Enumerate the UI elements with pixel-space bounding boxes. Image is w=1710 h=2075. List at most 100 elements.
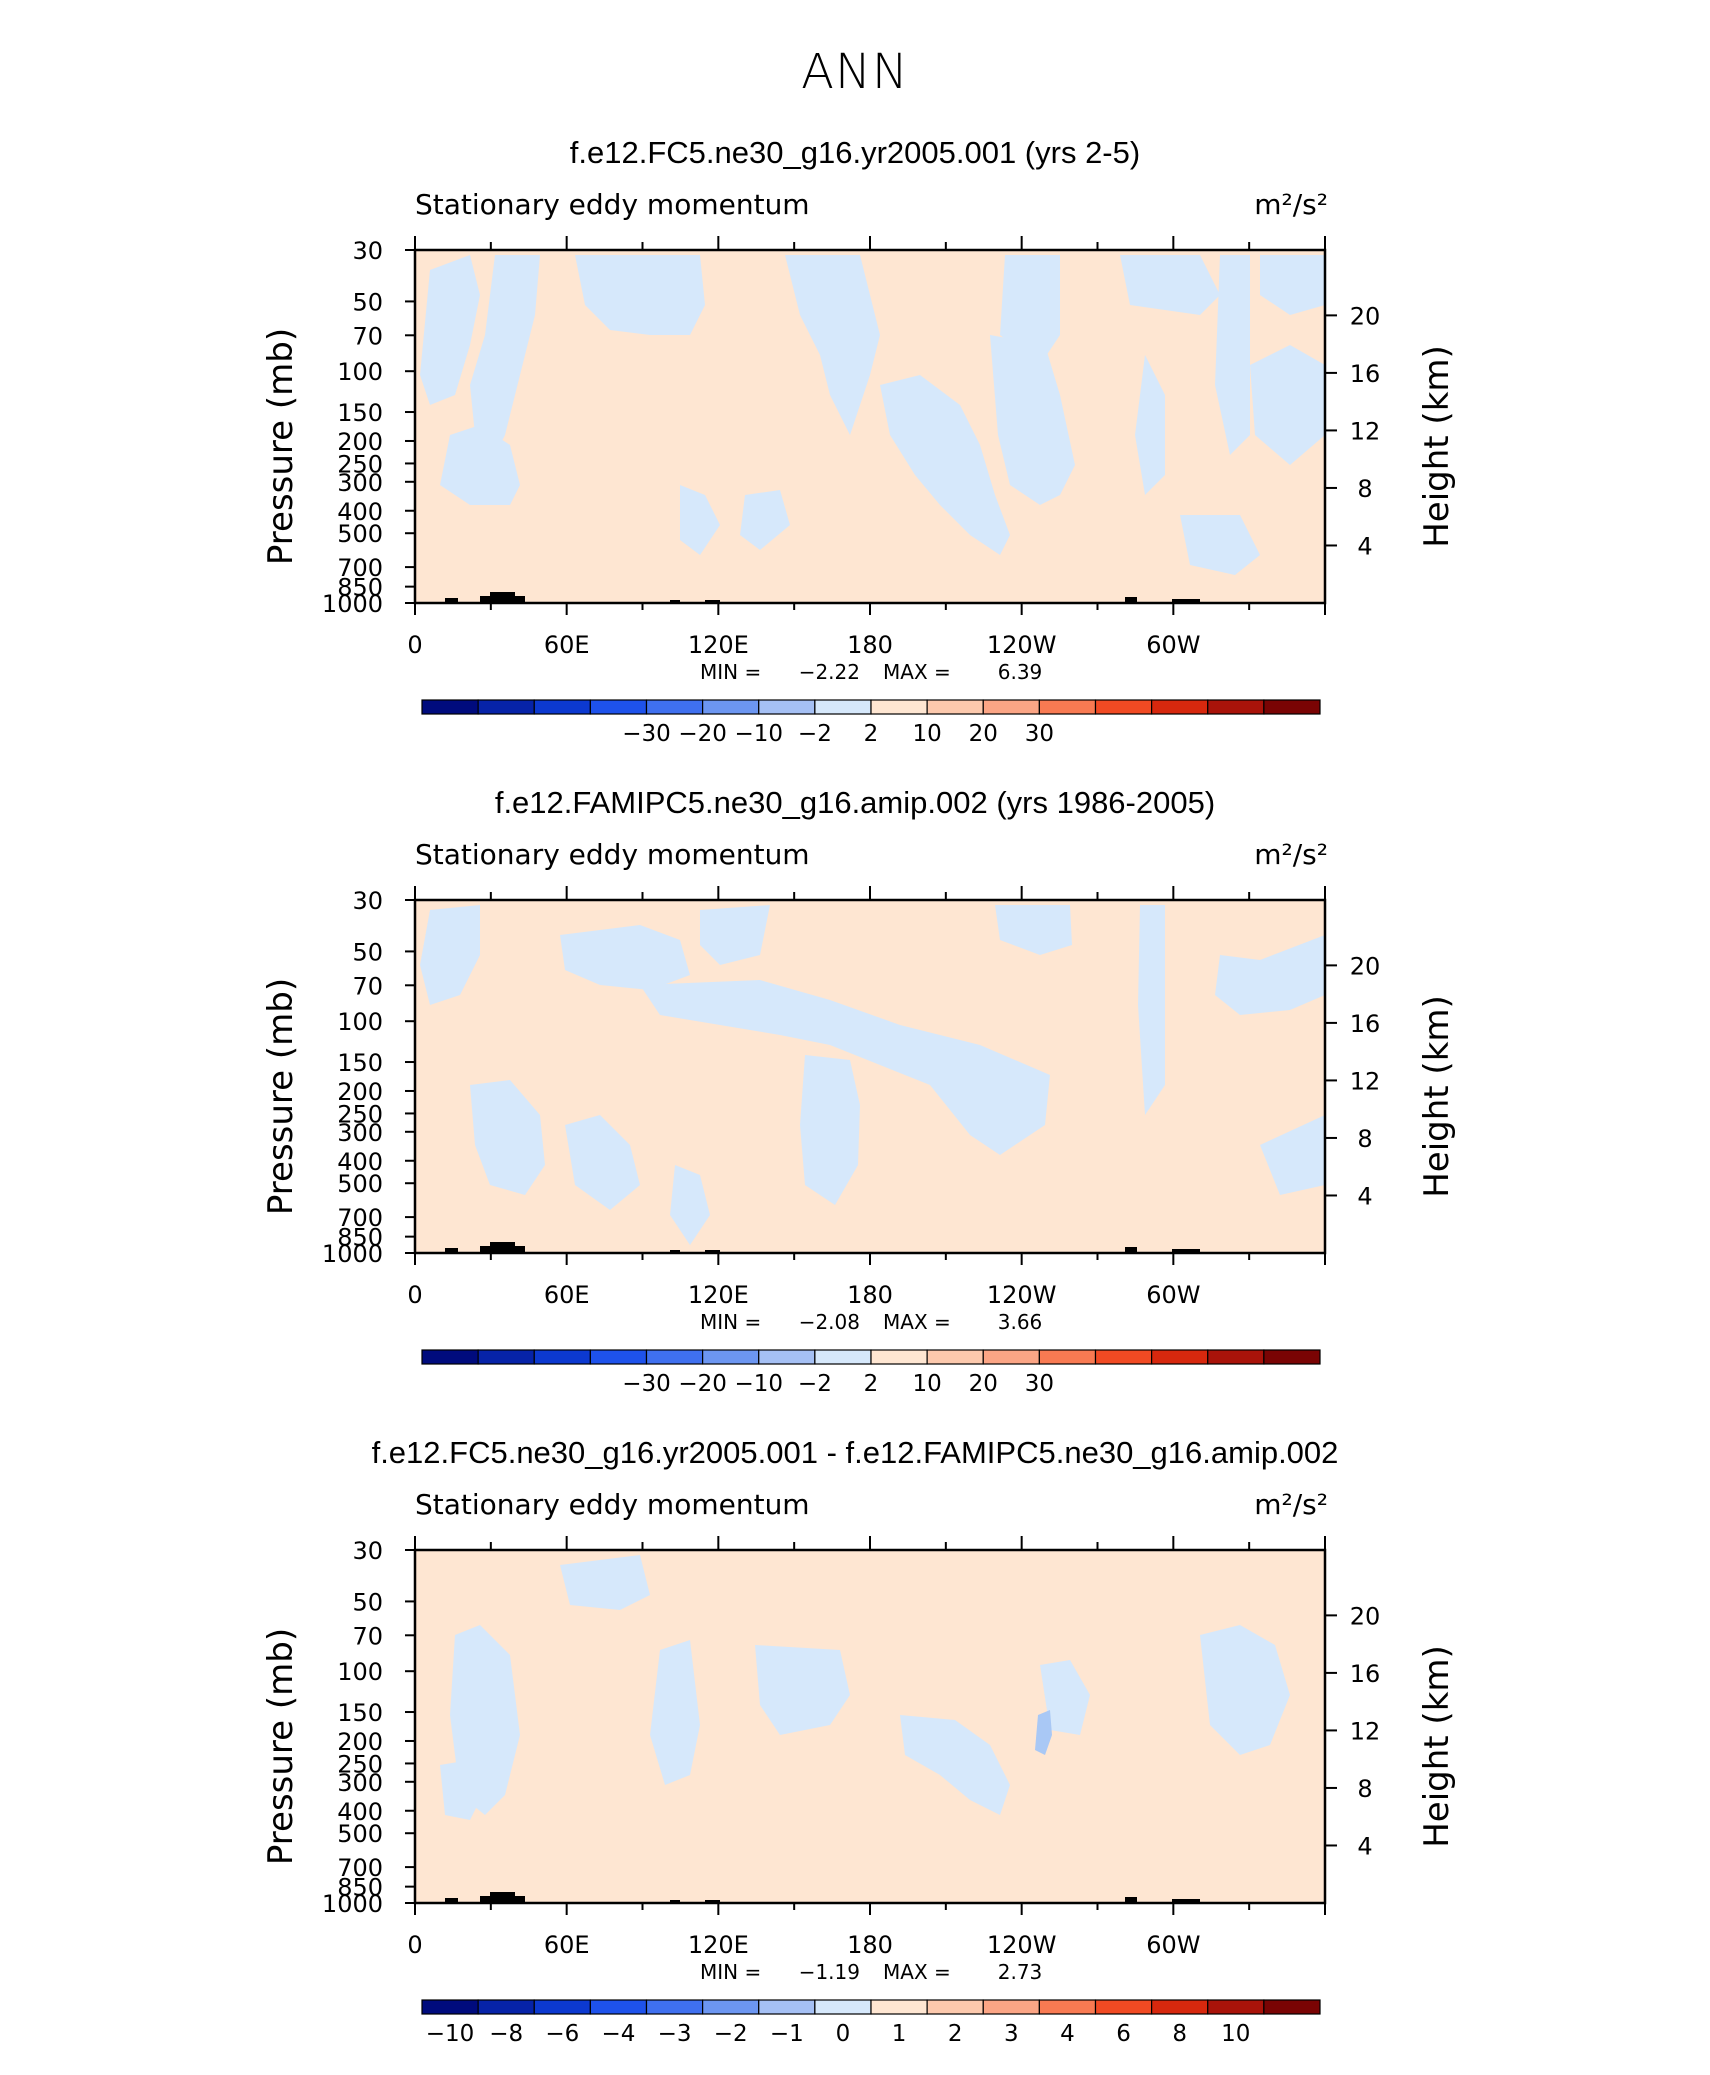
pressure-tick-label: 250 (337, 1100, 383, 1128)
topography (490, 1242, 515, 1253)
contour-region-negative (1250, 345, 1325, 465)
lon-tick-label: 0 (407, 1281, 422, 1309)
colorbar-label: −10 (426, 2021, 475, 2047)
lon-tick-label: 0 (407, 631, 422, 659)
contour-region-negative (470, 255, 540, 465)
contour-region-negative (440, 425, 520, 505)
height-tick-label: 8 (1357, 475, 1372, 503)
chart-svg: Stationary eddy momentum m²/s²30507010015… (261, 188, 1457, 747)
pressure-tick-label: 1000 (322, 590, 383, 618)
colorbar-label: −30 (622, 1371, 671, 1397)
topography (670, 1250, 680, 1253)
min-value: −2.22 (799, 660, 860, 684)
units-label: m²/s² (1254, 1488, 1328, 1521)
colorbar-label: −20 (678, 1371, 727, 1397)
variable-label: Stationary eddy momentum (415, 1488, 810, 1521)
height-tick-label: 8 (1357, 1125, 1372, 1153)
lon-tick-label: 120W (987, 1281, 1057, 1309)
lon-tick-label: 0 (407, 1931, 422, 1959)
colorbar-box (1038, 1999, 1097, 2015)
contour-region-negative (1260, 255, 1325, 315)
contour-region-negative (1215, 255, 1250, 455)
topography (705, 1900, 720, 1903)
pressure-tick-label: 200 (337, 428, 383, 456)
max-value: 6.39 (998, 660, 1043, 684)
contour-region-negative (420, 255, 480, 405)
contour-region-negative (990, 335, 1075, 505)
contour-region-negative (440, 1760, 485, 1820)
colorbar-box (421, 1349, 479, 1365)
colorbar-label: 20 (969, 1371, 998, 1397)
lon-tick-label: 60E (544, 1931, 590, 1959)
topography (515, 1896, 525, 1903)
contour-region-negative (1000, 255, 1060, 365)
min-value: −2.08 (799, 1310, 860, 1334)
lon-tick-label: 60W (1146, 1281, 1200, 1309)
topography (1172, 599, 1200, 603)
pressure-tick-label: 700 (337, 554, 383, 582)
pressure-tick-label: 70 (352, 322, 383, 350)
colorbar-label: −8 (489, 2021, 523, 2047)
colorbar-label: −3 (658, 2021, 692, 2047)
panel-difference: f.e12.FC5.ne30_g16.yr2005.001 - f.e12.FA… (0, 1435, 1710, 2075)
pressure-tick-label: 850 (337, 1224, 383, 1252)
topography (480, 596, 490, 603)
contour-region-negative (900, 1715, 1010, 1815)
page-title: ANN (801, 44, 909, 100)
colorbar-box (533, 699, 591, 715)
colorbar-box (982, 1999, 1040, 2015)
height-tick-label: 12 (1350, 417, 1381, 445)
pressure-tick-label: 500 (337, 1820, 383, 1848)
pressure-tick-label: 1000 (322, 1890, 383, 1918)
colorbar-label: −20 (678, 721, 727, 747)
pressure-tick-label: 700 (337, 1204, 383, 1232)
colorbar-label: −2 (798, 721, 832, 747)
pressure-tick-label: 100 (337, 1008, 383, 1036)
pressure-tick-label: 400 (337, 1798, 383, 1826)
colorbar-label: 1 (892, 2021, 907, 2047)
pressure-tick-label: 300 (337, 469, 383, 497)
contour-region-negative (740, 490, 790, 550)
colorbar-label: 10 (912, 1371, 941, 1397)
pressure-tick-label: 700 (337, 1854, 383, 1882)
colorbar-label: 2 (948, 2021, 963, 2047)
pressure-tick-label: 200 (337, 1728, 383, 1756)
min-label: MIN = (700, 1310, 761, 1334)
lon-tick-label: 180 (847, 1931, 893, 1959)
colorbar-box (758, 1999, 816, 2015)
colorbar-label: −10 (734, 1371, 783, 1397)
contour-region-negative (640, 980, 1050, 1155)
colorbar-box (1207, 699, 1265, 715)
contour-region-negative (800, 1055, 860, 1205)
topography (515, 1246, 525, 1253)
topography (1125, 1247, 1137, 1253)
contour-region-negative (470, 1080, 545, 1195)
topography (445, 1898, 458, 1903)
panel-amip-run: f.e12.FAMIPC5.ne30_g16.amip.002 (yrs 198… (0, 785, 1710, 1425)
lon-tick-label: 180 (847, 631, 893, 659)
pressure-tick-label: 150 (337, 399, 383, 427)
pressure-tick-label: 30 (352, 1537, 383, 1565)
colorbar-box (1094, 1999, 1153, 2015)
colorbar-label: 0 (836, 2021, 851, 2047)
colorbar-box (1038, 1349, 1097, 1365)
colorbar-box (926, 1999, 984, 2015)
max-value: 2.73 (998, 1960, 1043, 1984)
pressure-tick-label: 250 (337, 1750, 383, 1778)
colorbar-box (1263, 1349, 1321, 1365)
colorbar-box (1038, 699, 1097, 715)
pressure-tick-label: 1000 (322, 1240, 383, 1268)
contour-region-negative (1040, 1660, 1090, 1735)
colorbar-box (645, 1999, 704, 2015)
height-tick-label: 20 (1350, 1602, 1381, 1630)
panel-title: f.e12.FC5.ne30_g16.yr2005.001 (yrs 2-5) (569, 135, 1141, 170)
pressure-tick-label: 400 (337, 498, 383, 526)
colorbar-label: −4 (601, 2021, 635, 2047)
y-axis-label-pressure: Pressure (mb) (261, 328, 301, 565)
variable-label: Stationary eddy momentum (415, 188, 810, 221)
height-tick-label: 12 (1350, 1067, 1381, 1095)
pressure-tick-label: 250 (337, 450, 383, 478)
colorbar-box (702, 699, 760, 715)
topography (480, 1896, 490, 1903)
colorbar-label: 2 (864, 1371, 879, 1397)
